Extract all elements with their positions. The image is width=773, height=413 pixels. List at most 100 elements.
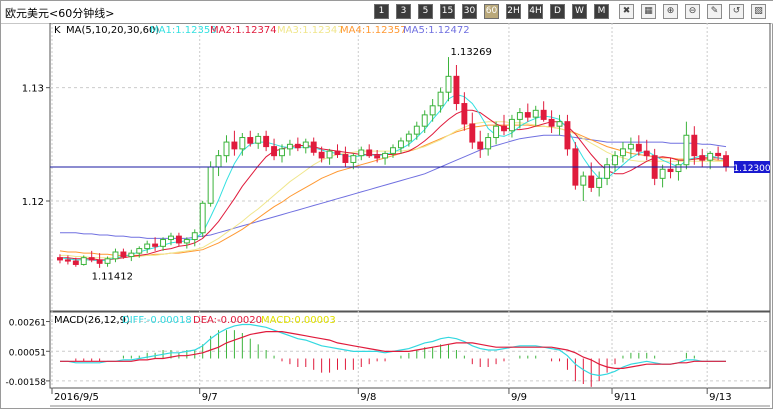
candle-body[interactable] xyxy=(120,251,127,258)
period-3-button[interactable]: 3 xyxy=(396,4,411,19)
candle-body[interactable] xyxy=(88,257,95,261)
candle-body[interactable] xyxy=(382,152,389,159)
candle-body[interactable] xyxy=(279,148,285,157)
candle-body[interactable] xyxy=(588,175,595,188)
candle-body[interactable] xyxy=(390,147,396,154)
candle-body[interactable] xyxy=(469,123,476,143)
candle-body[interactable] xyxy=(397,140,404,149)
candle-body[interactable] xyxy=(421,114,428,127)
draw-button[interactable]: ✎ xyxy=(707,4,722,19)
candle-body[interactable] xyxy=(604,164,611,179)
candle-body[interactable] xyxy=(659,168,666,179)
candle-body[interactable] xyxy=(342,154,349,163)
candle-body[interactable] xyxy=(207,166,214,204)
period-m-button[interactable]: M xyxy=(594,4,609,19)
candle-body[interactable] xyxy=(548,118,555,127)
candle-body[interactable] xyxy=(215,155,222,168)
candle-body[interactable] xyxy=(675,164,682,173)
indicator-button[interactable]: ▧ xyxy=(751,4,766,19)
chart-area[interactable]: 2016/9/5 9/7 9/8 9/9 9/11 9/13 1.13 1.12 1.12300… xyxy=(1,22,773,410)
candle-body[interactable] xyxy=(374,155,381,159)
candle-body[interactable] xyxy=(199,202,206,234)
candle-body[interactable] xyxy=(413,125,420,135)
candle-body[interactable] xyxy=(532,109,539,118)
candle-body[interactable] xyxy=(183,239,190,244)
candle-body[interactable] xyxy=(556,121,563,127)
candle-body[interactable] xyxy=(580,175,587,186)
candle-body[interactable] xyxy=(191,232,198,241)
candle-body[interactable] xyxy=(715,152,722,157)
candle-body[interactable] xyxy=(160,239,167,247)
reset-button[interactable]: ↺ xyxy=(729,4,744,19)
candle-body[interactable] xyxy=(635,143,642,152)
candle-body[interactable] xyxy=(255,135,262,144)
candle-body[interactable] xyxy=(350,155,357,163)
candle-body[interactable] xyxy=(723,155,729,168)
candle-body[interactable] xyxy=(247,137,254,144)
candle-body[interactable] xyxy=(128,252,135,258)
candle-body[interactable] xyxy=(231,141,238,150)
candle-body[interactable] xyxy=(699,155,706,161)
candle-body[interactable] xyxy=(619,148,626,157)
candle-body[interactable] xyxy=(57,257,63,261)
candle-body[interactable] xyxy=(334,150,341,156)
candle-body[interactable] xyxy=(302,141,309,149)
candle-body[interactable] xyxy=(152,243,159,247)
candle-body[interactable] xyxy=(136,248,143,254)
period-15-button[interactable]: 15 xyxy=(440,4,455,19)
period-1-button[interactable]: 1 xyxy=(374,4,389,19)
candle-body[interactable] xyxy=(596,177,603,188)
period-5-button[interactable]: 5 xyxy=(418,4,433,19)
chart-svg[interactable]: 2016/9/5 9/7 9/8 9/9 9/11 9/13 1.13 1.12 1.12300… xyxy=(1,22,773,410)
period-4h-button[interactable]: 4H xyxy=(528,4,543,19)
candle-body[interactable] xyxy=(286,143,293,150)
candle-body[interactable] xyxy=(453,75,460,105)
candle-body[interactable] xyxy=(72,260,79,265)
period-60-button[interactable]: 60 xyxy=(484,4,499,19)
candle-body[interactable] xyxy=(168,235,174,241)
layout-button[interactable]: ▦ xyxy=(641,4,656,19)
zoom-out-button[interactable]: ⊖ xyxy=(685,4,700,19)
candle-body[interactable] xyxy=(429,105,436,116)
candle-body[interactable] xyxy=(294,143,301,149)
candle-body[interactable] xyxy=(643,150,650,157)
period-d-button[interactable]: D xyxy=(550,4,565,19)
candle-body[interactable] xyxy=(627,143,634,150)
candle-body[interactable] xyxy=(96,259,103,264)
candle-body[interactable] xyxy=(366,149,373,157)
period-w-button[interactable]: W xyxy=(572,4,587,19)
candle-body[interactable] xyxy=(64,259,71,262)
period-30-button[interactable]: 30 xyxy=(462,4,477,19)
candle-body[interactable] xyxy=(263,135,270,148)
candle-body[interactable] xyxy=(175,235,182,244)
candle-body[interactable] xyxy=(540,109,547,120)
candle-body[interactable] xyxy=(104,258,111,264)
candle-body[interactable] xyxy=(501,125,507,132)
candle-body[interactable] xyxy=(239,137,246,150)
close-chart-button[interactable]: ✖ xyxy=(619,4,634,19)
candle-body[interactable] xyxy=(461,103,468,125)
candle-body[interactable] xyxy=(516,112,523,120)
candle-body[interactable] xyxy=(405,133,412,142)
candle-body[interactable] xyxy=(493,125,500,139)
candle-body[interactable] xyxy=(508,118,515,132)
candle-body[interactable] xyxy=(80,257,87,265)
candle-body[interactable] xyxy=(683,134,690,166)
candle-body[interactable] xyxy=(445,75,452,93)
candle-body[interactable] xyxy=(564,121,571,150)
candle-body[interactable] xyxy=(318,151,325,159)
candle-body[interactable] xyxy=(477,141,484,150)
candle-body[interactable] xyxy=(691,134,698,157)
candle-body[interactable] xyxy=(524,112,531,118)
period-2h-button[interactable]: 2H xyxy=(506,4,521,19)
candle-body[interactable] xyxy=(358,149,365,157)
candle-body[interactable] xyxy=(271,146,278,157)
candle-body[interactable] xyxy=(437,91,444,107)
candle-body[interactable] xyxy=(707,152,714,161)
candle-body[interactable] xyxy=(326,150,333,159)
candle-body[interactable] xyxy=(310,141,317,153)
candle-body[interactable] xyxy=(112,251,119,260)
candle-body[interactable] xyxy=(485,137,492,150)
candle-body[interactable] xyxy=(223,141,230,157)
zoom-in-button[interactable]: ⊕ xyxy=(663,4,678,19)
